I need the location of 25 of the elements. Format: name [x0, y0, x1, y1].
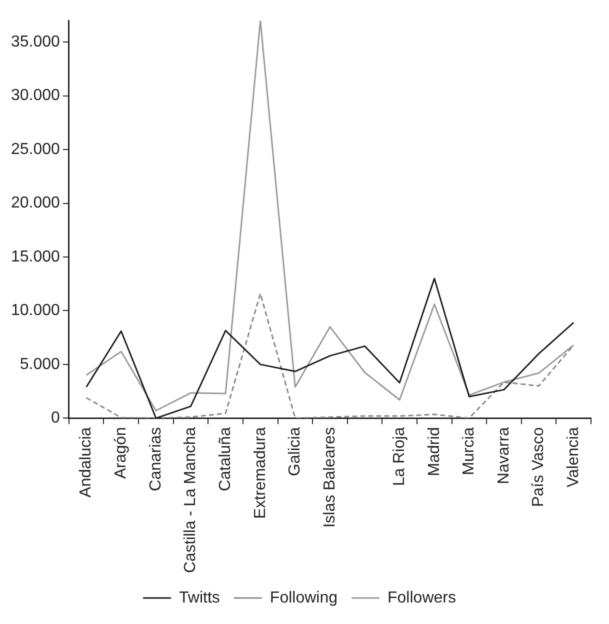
y-tick-label: 15.000: [11, 248, 60, 266]
x-tick-label: Murcia: [460, 427, 478, 476]
y-tick-label: 30.000: [11, 87, 60, 104]
x-tick-label: Castilla - La Mancha: [182, 427, 200, 573]
x-tick-label: País Vasco: [530, 427, 548, 507]
x-tick-label: Navarra: [495, 427, 512, 484]
x-tick-label: Andalucia: [78, 427, 95, 498]
legend-label: Twitts: [179, 589, 220, 606]
y-tick-label: 20.000: [11, 194, 60, 212]
legend-label: Following: [270, 589, 338, 606]
y-tick-label: 35.000: [11, 33, 60, 50]
x-tick-label: Aragón: [112, 427, 130, 479]
x-tick-label: Islas Baleares: [321, 427, 338, 528]
y-tick-label: 10.000: [11, 302, 60, 320]
legend-label: Followers: [388, 589, 456, 606]
x-tick-label: Cataluña: [216, 427, 234, 492]
x-tick-label: Madrid: [426, 427, 443, 476]
y-tick-label: 25.000: [11, 140, 60, 158]
x-tick-label: Galicia: [286, 427, 304, 476]
y-tick-label: 5.000: [20, 356, 60, 373]
x-tick-label: Canarias: [147, 427, 164, 492]
x-tick-label: La Rioja: [390, 427, 408, 486]
x-tick-label: Extremadura: [252, 427, 269, 519]
x-tick-label: Valencia: [565, 427, 582, 488]
y-tick-label: 0: [51, 410, 60, 427]
